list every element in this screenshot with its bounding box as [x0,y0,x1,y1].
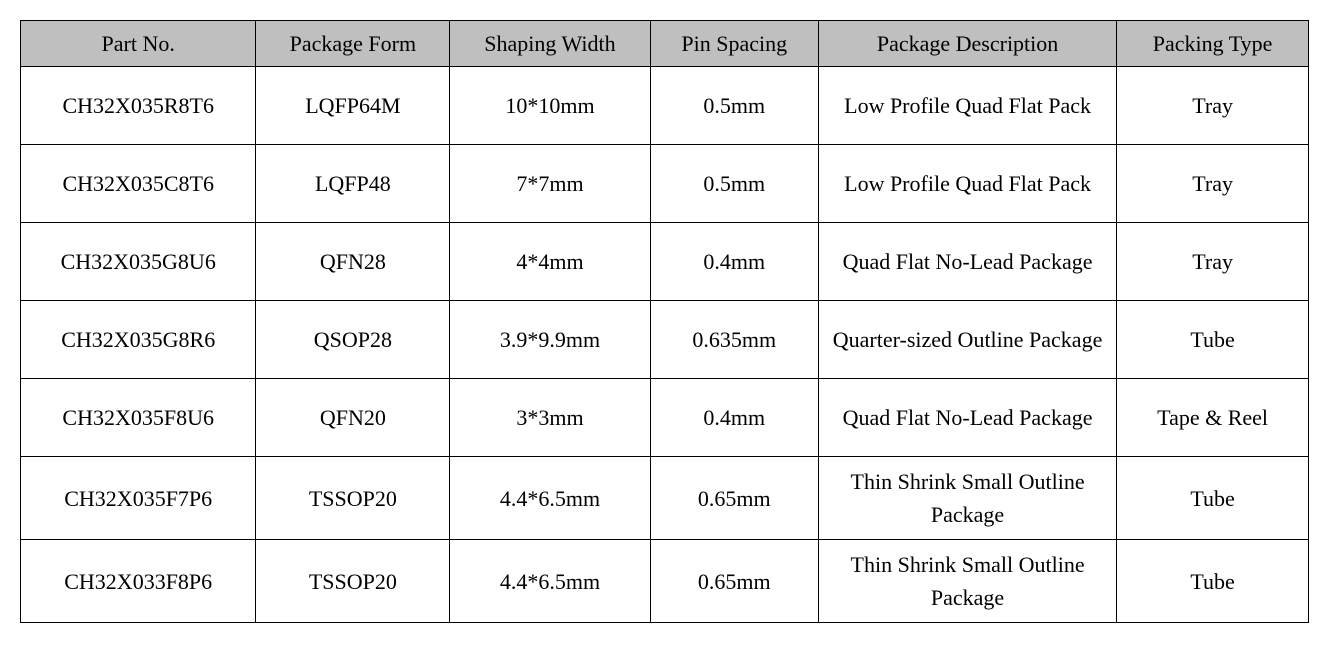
cell-package-description: Quad Flat No-Lead Package [818,379,1116,457]
cell-pin-spacing: 0.65mm [650,540,818,623]
table-row: CH32X035G8R6 QSOP28 3.9*9.9mm 0.635mm Qu… [21,301,1309,379]
table-row: CH32X035G8U6 QFN28 4*4mm 0.4mm Quad Flat… [21,223,1309,301]
cell-shaping-width: 10*10mm [450,67,650,145]
cell-shaping-width: 3.9*9.9mm [450,301,650,379]
cell-package-description: Low Profile Quad Flat Pack [818,67,1116,145]
table-row: CH32X035F8U6 QFN20 3*3mm 0.4mm Quad Flat… [21,379,1309,457]
cell-part-no: CH32X035C8T6 [21,145,256,223]
cell-package-form: QFN20 [256,379,450,457]
cell-part-no: CH32X035F8U6 [21,379,256,457]
cell-shaping-width: 4.4*6.5mm [450,457,650,540]
package-table: Part No. Package Form Shaping Width Pin … [20,20,1309,623]
cell-packing-type: Tube [1117,457,1309,540]
col-header-shaping-width: Shaping Width [450,21,650,67]
col-header-pin-spacing: Pin Spacing [650,21,818,67]
cell-packing-type: Tray [1117,223,1309,301]
col-header-package-description: Package Description [818,21,1116,67]
cell-packing-type: Tape & Reel [1117,379,1309,457]
cell-part-no: CH32X035G8U6 [21,223,256,301]
header-row: Part No. Package Form Shaping Width Pin … [21,21,1309,67]
cell-package-description: Quad Flat No-Lead Package [818,223,1116,301]
cell-part-no: CH32X035R8T6 [21,67,256,145]
cell-package-form: QFN28 [256,223,450,301]
cell-shaping-width: 3*3mm [450,379,650,457]
cell-part-no: CH32X033F8P6 [21,540,256,623]
cell-packing-type: Tray [1117,67,1309,145]
cell-package-form: TSSOP20 [256,540,450,623]
cell-package-form: QSOP28 [256,301,450,379]
cell-pin-spacing: 0.4mm [650,379,818,457]
cell-packing-type: Tray [1117,145,1309,223]
table-row: CH32X035F7P6 TSSOP20 4.4*6.5mm 0.65mm Th… [21,457,1309,540]
cell-part-no: CH32X035F7P6 [21,457,256,540]
col-header-part-no: Part No. [21,21,256,67]
cell-pin-spacing: 0.5mm [650,145,818,223]
cell-part-no: CH32X035G8R6 [21,301,256,379]
table-row: CH32X035C8T6 LQFP48 7*7mm 0.5mm Low Prof… [21,145,1309,223]
cell-package-description: Low Profile Quad Flat Pack [818,145,1116,223]
col-header-packing-type: Packing Type [1117,21,1309,67]
table-header: Part No. Package Form Shaping Width Pin … [21,21,1309,67]
table-row: CH32X035R8T6 LQFP64M 10*10mm 0.5mm Low P… [21,67,1309,145]
table-body: CH32X035R8T6 LQFP64M 10*10mm 0.5mm Low P… [21,67,1309,623]
cell-package-description: Thin Shrink Small Outline Package [818,540,1116,623]
table-row: CH32X033F8P6 TSSOP20 4.4*6.5mm 0.65mm Th… [21,540,1309,623]
cell-shaping-width: 4.4*6.5mm [450,540,650,623]
cell-package-form: TSSOP20 [256,457,450,540]
cell-pin-spacing: 0.635mm [650,301,818,379]
cell-pin-spacing: 0.65mm [650,457,818,540]
cell-pin-spacing: 0.5mm [650,67,818,145]
cell-package-description: Thin Shrink Small Outline Package [818,457,1116,540]
cell-pin-spacing: 0.4mm [650,223,818,301]
cell-packing-type: Tube [1117,540,1309,623]
cell-package-form: LQFP64M [256,67,450,145]
col-header-package-form: Package Form [256,21,450,67]
cell-shaping-width: 4*4mm [450,223,650,301]
cell-package-form: LQFP48 [256,145,450,223]
cell-shaping-width: 7*7mm [450,145,650,223]
cell-package-description: Quarter-sized Outline Package [818,301,1116,379]
cell-packing-type: Tube [1117,301,1309,379]
